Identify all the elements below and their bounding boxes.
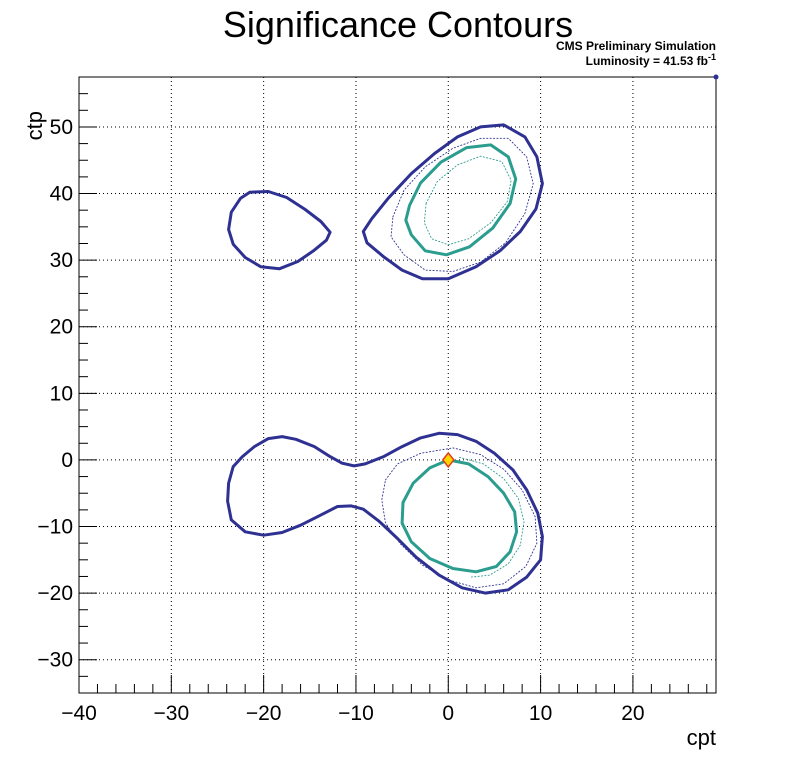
x-tick-label: 0 (442, 702, 454, 725)
contours (226, 123, 544, 595)
y-axis-label: ctp (22, 111, 47, 140)
marker-layer (441, 451, 455, 469)
grid (79, 77, 716, 693)
contour-lower-outer (226, 431, 544, 595)
contour-lower-dash2 (458, 456, 525, 578)
x-axis-label: cpt (687, 725, 716, 750)
corner-dot (713, 74, 719, 80)
contour-lower-dash1 (381, 447, 538, 589)
x-tick-label: −10 (338, 702, 374, 725)
best-fit-marker (441, 451, 455, 469)
y-tick-label: −10 (37, 516, 73, 539)
plot-frame (78, 76, 717, 694)
luminosity-exponent: -1 (708, 52, 716, 62)
contour-lower-inner (400, 458, 519, 574)
y-tick-label: −30 (37, 649, 73, 672)
axis-ticks (78, 76, 708, 694)
y-tick-label: 30 (50, 249, 73, 272)
y-tick-label: −20 (37, 582, 73, 605)
contour-upper-right-inner (404, 143, 518, 257)
luminosity-text: Luminosity = 41.53 fb (586, 54, 708, 68)
y-tick-label: 0 (61, 449, 73, 472)
x-tick-label: −30 (154, 702, 190, 725)
chart-title: Significance Contours (223, 4, 573, 45)
y-tick-label: 20 (50, 316, 73, 339)
y-tick-label: 40 (50, 183, 73, 206)
y-tick-labels: −30 −20 −10 0 10 20 30 40 50 (37, 116, 73, 672)
contour-upper-right-outer (361, 123, 544, 281)
cms-preliminary-annotation: CMS Preliminary Simulation (556, 39, 716, 53)
x-tick-label: 20 (621, 702, 644, 725)
luminosity-annotation: Luminosity = 41.53 fb-1 (586, 52, 716, 68)
contour-upper-left-outer (227, 190, 332, 271)
x-tick-label: 10 (529, 702, 552, 725)
x-tick-labels: −40 −30 −20 −10 0 10 20 (61, 702, 644, 725)
y-tick-label: 50 (50, 116, 73, 139)
contour-upper-right-dash2 (423, 155, 512, 246)
x-tick-label: −20 (246, 702, 282, 725)
y-tick-label: 10 (50, 382, 73, 405)
contour-upper-right-dash1 (390, 137, 534, 272)
x-tick-label: −40 (61, 702, 97, 725)
